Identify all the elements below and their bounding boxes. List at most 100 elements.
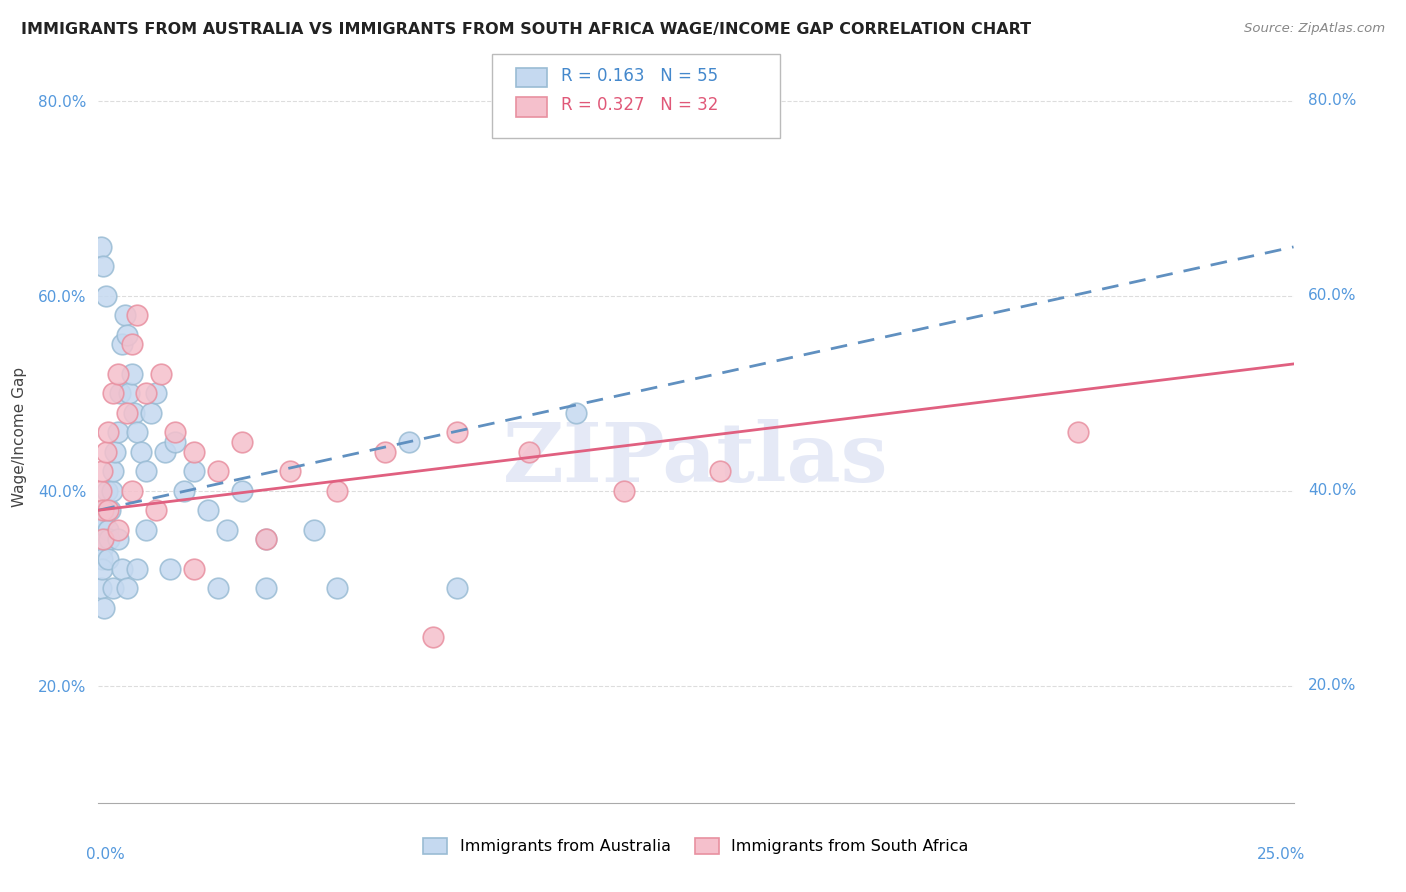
Point	[326, 581, 349, 595]
Point	[90, 483, 112, 498]
Point	[90, 240, 112, 254]
Point	[374, 444, 396, 458]
Point	[107, 523, 129, 537]
Point	[446, 425, 468, 440]
Point	[517, 444, 540, 458]
Point	[125, 308, 148, 322]
Point	[135, 523, 157, 537]
Point	[90, 523, 112, 537]
Text: 80.0%: 80.0%	[1308, 93, 1357, 108]
Point	[111, 562, 134, 576]
Point	[422, 630, 444, 644]
Legend: Immigrants from Australia, Immigrants from South Africa: Immigrants from Australia, Immigrants fr…	[416, 831, 976, 861]
Point	[101, 483, 124, 498]
Point	[207, 581, 229, 595]
Point	[115, 406, 138, 420]
Point	[97, 533, 120, 547]
Point	[101, 581, 124, 595]
Point	[254, 581, 277, 595]
Point	[207, 464, 229, 478]
Point	[163, 425, 186, 440]
Point	[107, 533, 129, 547]
Point	[91, 533, 114, 547]
Point	[121, 483, 143, 498]
Text: 60.0%: 60.0%	[1308, 288, 1357, 303]
Point	[93, 513, 115, 527]
Point	[111, 337, 134, 351]
Point	[96, 483, 118, 498]
Point	[125, 425, 148, 440]
Text: 25.0%: 25.0%	[1257, 847, 1306, 862]
Point	[94, 503, 117, 517]
Point	[114, 308, 136, 322]
Point	[155, 444, 177, 458]
Point	[254, 533, 277, 547]
Point	[173, 483, 195, 498]
Point	[302, 523, 325, 537]
Point	[709, 464, 731, 478]
Point	[159, 562, 181, 576]
Point	[97, 503, 120, 517]
Point	[90, 542, 112, 557]
Point	[231, 483, 253, 498]
Point	[115, 327, 138, 342]
Point	[183, 444, 205, 458]
Text: 40.0%: 40.0%	[1308, 483, 1357, 499]
Text: R = 0.327   N = 32: R = 0.327 N = 32	[561, 96, 718, 114]
Text: IMMIGRANTS FROM AUSTRALIA VS IMMIGRANTS FROM SOUTH AFRICA WAGE/INCOME GAP CORREL: IMMIGRANTS FROM AUSTRALIA VS IMMIGRANTS …	[21, 22, 1031, 37]
Point	[398, 434, 420, 449]
Point	[145, 503, 167, 517]
Point	[97, 552, 120, 566]
Point	[139, 406, 162, 420]
Point	[145, 386, 167, 401]
Point	[90, 581, 112, 595]
Point	[1067, 425, 1090, 440]
Text: 20.0%: 20.0%	[1308, 678, 1357, 693]
Point	[278, 464, 301, 478]
Point	[135, 386, 157, 401]
Point	[91, 464, 114, 478]
Text: R = 0.163   N = 55: R = 0.163 N = 55	[561, 67, 718, 85]
Point	[91, 552, 114, 566]
Point	[121, 337, 143, 351]
Point	[101, 464, 124, 478]
Point	[131, 444, 153, 458]
Point	[217, 523, 239, 537]
Point	[231, 434, 253, 449]
Point	[254, 533, 277, 547]
Point	[94, 444, 117, 458]
Point	[183, 562, 205, 576]
Point	[91, 260, 114, 274]
Point	[124, 406, 146, 420]
Point	[149, 367, 172, 381]
Text: Source: ZipAtlas.com: Source: ZipAtlas.com	[1244, 22, 1385, 36]
Point	[197, 503, 219, 517]
Point	[97, 523, 120, 537]
Point	[183, 464, 205, 478]
Point	[91, 562, 114, 576]
Point	[446, 581, 468, 595]
Point	[93, 600, 115, 615]
Point	[97, 425, 120, 440]
Point	[104, 444, 127, 458]
Point	[91, 533, 114, 547]
Point	[613, 483, 636, 498]
Point	[115, 581, 138, 595]
Point	[101, 386, 124, 401]
Text: 0.0%: 0.0%	[87, 847, 125, 862]
Text: ZIPatlas: ZIPatlas	[503, 419, 889, 499]
Point	[91, 503, 114, 517]
Point	[565, 406, 588, 420]
Point	[135, 464, 157, 478]
Point	[118, 386, 141, 401]
Point	[125, 562, 148, 576]
Point	[107, 367, 129, 381]
Point	[163, 434, 186, 449]
Point	[326, 483, 349, 498]
Point	[107, 425, 129, 440]
Point	[94, 288, 117, 302]
Y-axis label: Wage/Income Gap: Wage/Income Gap	[13, 367, 27, 508]
Point	[121, 367, 143, 381]
Point	[108, 386, 131, 401]
Point	[98, 503, 122, 517]
